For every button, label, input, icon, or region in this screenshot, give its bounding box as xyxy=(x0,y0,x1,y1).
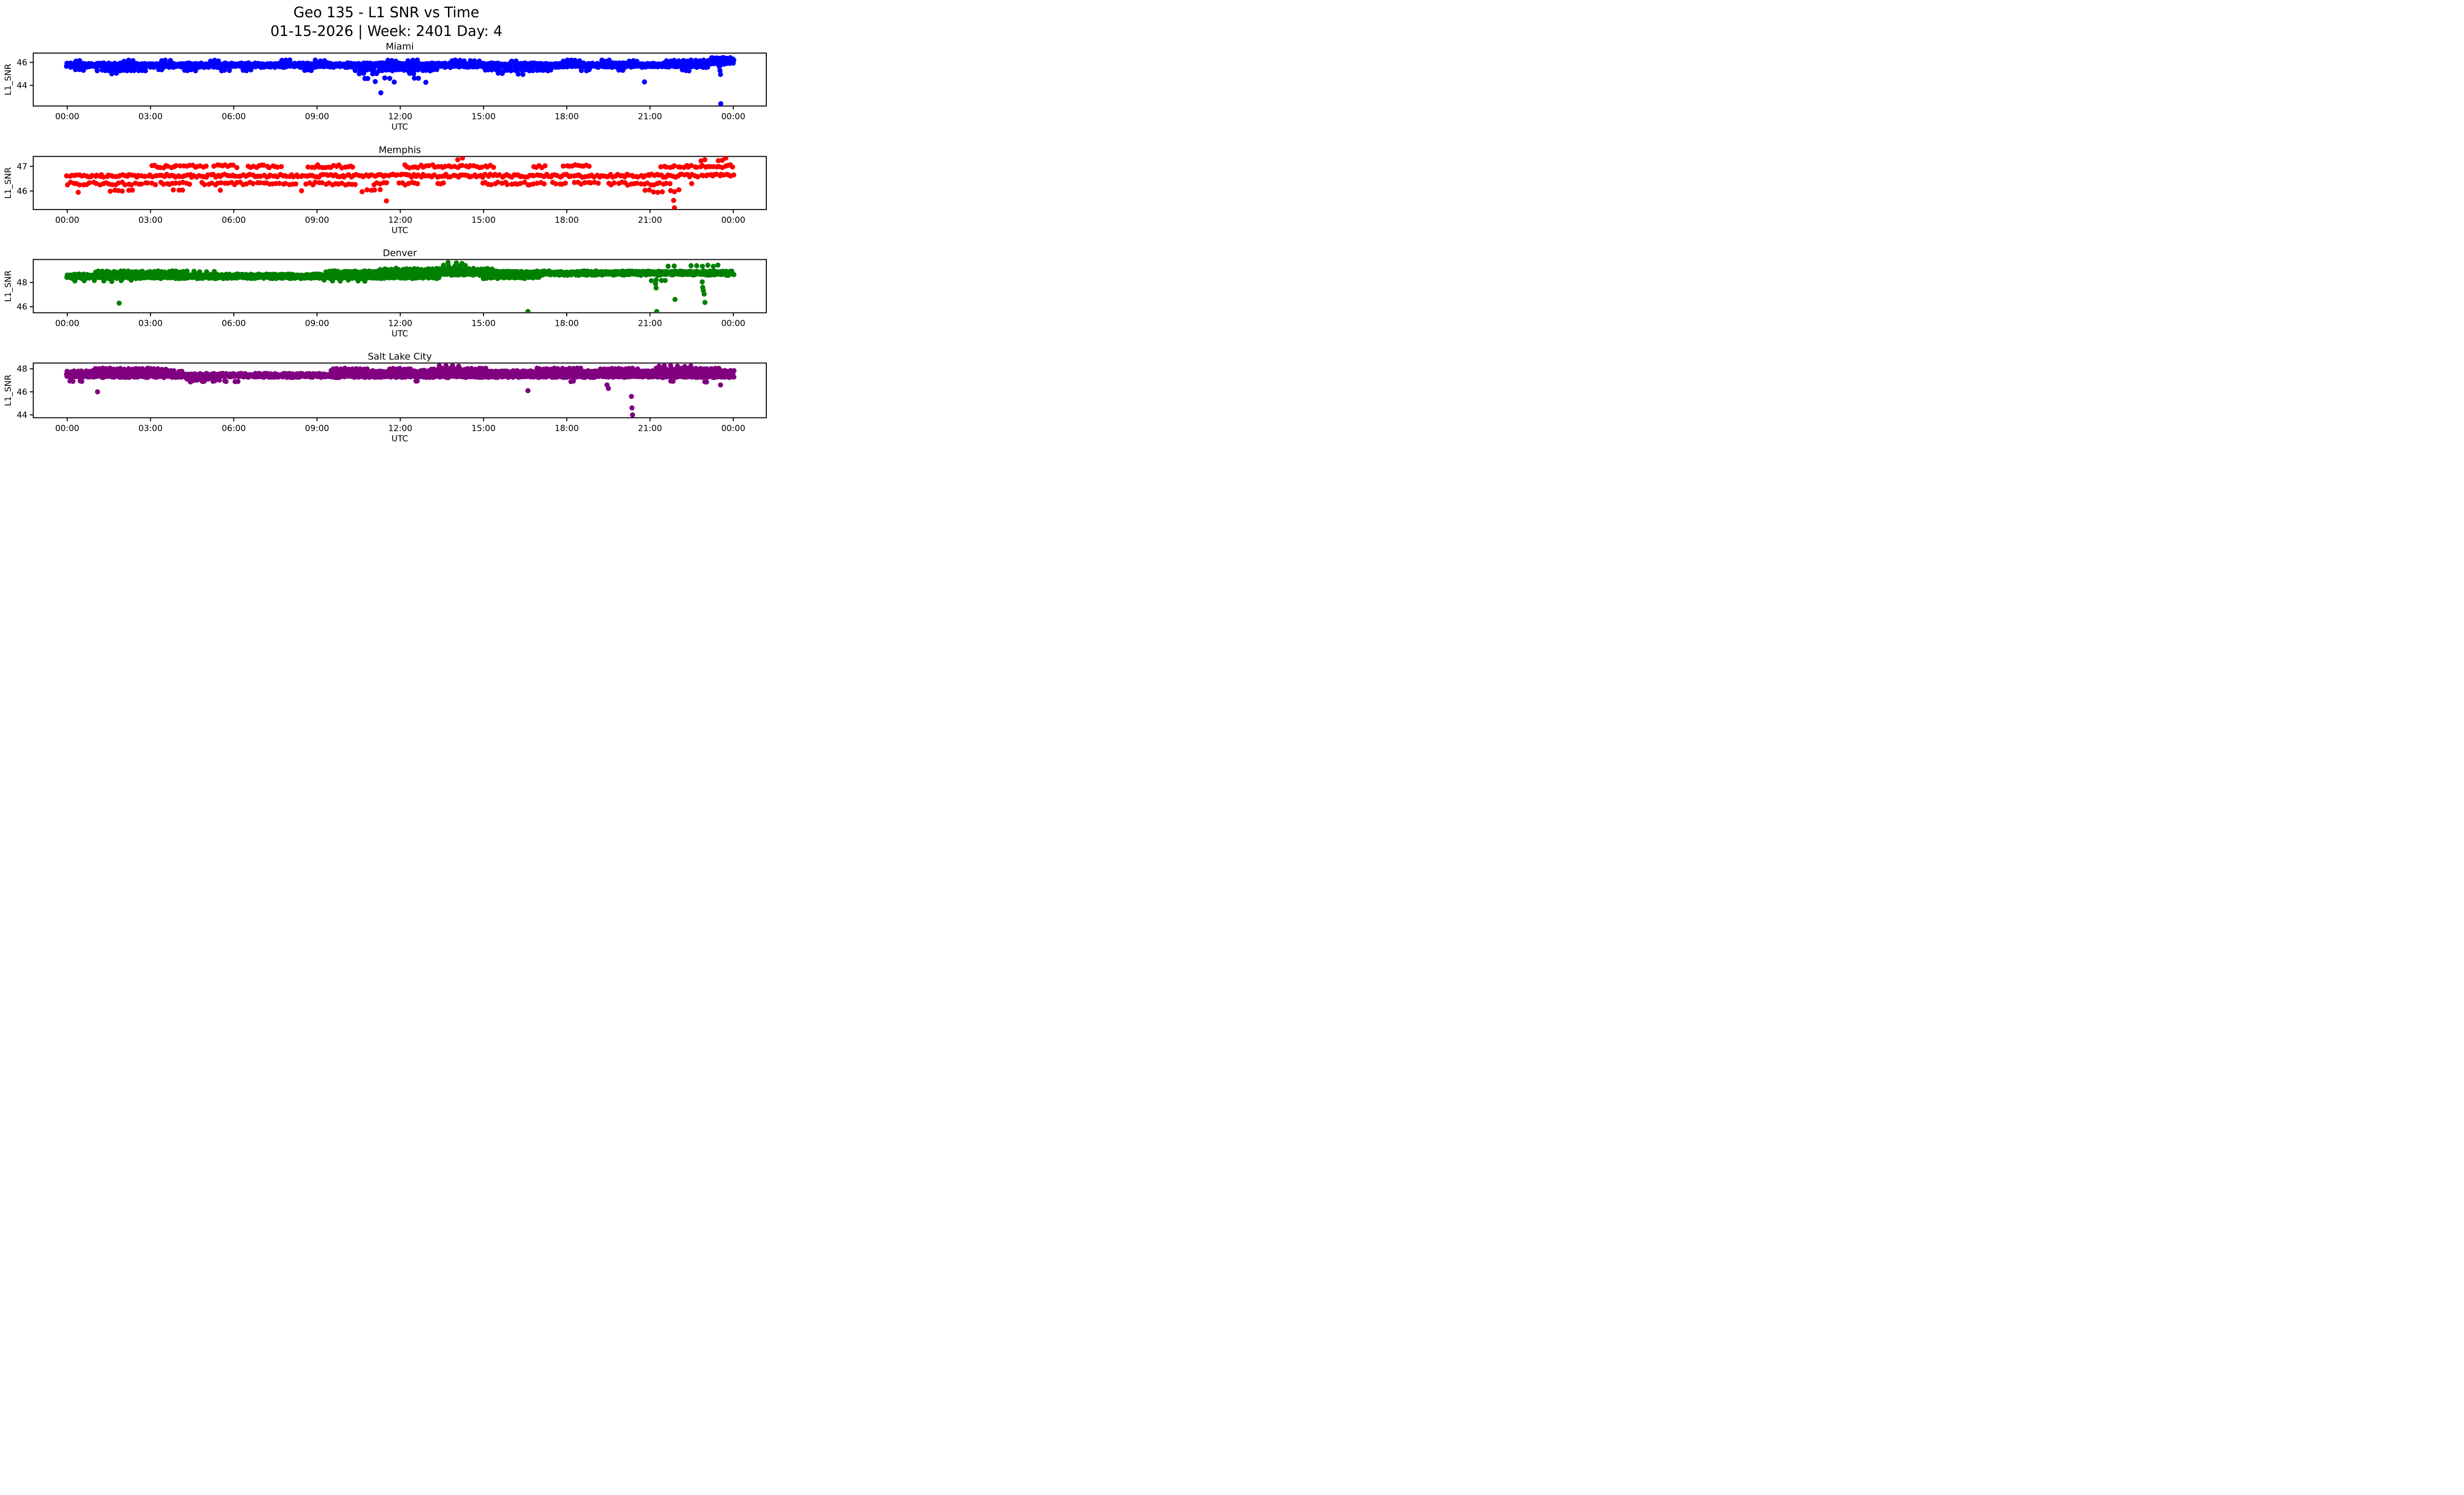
subplot-denver: Denver L1_SNR 46 48 00:00 03:00 06:00 09:00 12:0… xyxy=(3,248,767,339)
subplot-salt-lake-city: Salt Lake City L1_SNR 44 46 48 00:00 03:00 06:0… xyxy=(3,351,767,444)
x-tick-label: 06:00 xyxy=(222,319,246,329)
scatter-points-denver xyxy=(64,260,737,313)
x-tick-label: 18:00 xyxy=(555,215,579,225)
outlier-point-denver xyxy=(672,297,678,302)
x-tick-label: 03:00 xyxy=(138,319,163,329)
x-tick-label: 18:00 xyxy=(555,319,579,329)
x-tick-label: 12:00 xyxy=(388,215,412,225)
x-axis-label-salt-lake-city: UTC xyxy=(391,434,408,444)
x-tick-label: 18:00 xyxy=(555,112,579,122)
outlier-point-denver xyxy=(653,285,659,291)
outlier-point-miami xyxy=(642,79,648,85)
x-tick-label: 18:00 xyxy=(555,424,579,434)
y-tick-label: 46 xyxy=(17,58,28,68)
x-tick-label: 00:00 xyxy=(721,215,745,225)
outlier-point-denver xyxy=(699,279,705,285)
outlier-point-salt-lake-city xyxy=(606,385,611,391)
outlier-point-salt-lake-city xyxy=(630,412,635,417)
outlier-point-miami xyxy=(378,90,383,96)
x-tick-label: 03:00 xyxy=(138,112,163,122)
subplot-title-salt-lake-city: Salt Lake City xyxy=(368,351,432,362)
scatter-points-salt-lake-city xyxy=(64,363,737,417)
y-axis-label-memphis: L1_SNR xyxy=(3,167,13,199)
x-tick-label: 21:00 xyxy=(638,112,662,122)
x-tick-label: 15:00 xyxy=(472,319,496,329)
suptitle-line-2: 01-15-2026 | Week: 2401 Day: 4 xyxy=(270,23,503,40)
figure-suptitle: Geo 135 - L1 SNR vs Time 01-15-2026 | We… xyxy=(0,3,773,41)
subplot-title-memphis: Memphis xyxy=(378,144,421,155)
y-tick-label: 48 xyxy=(17,364,28,374)
x-tick-label: 21:00 xyxy=(638,319,662,329)
subplots-canvas: Miami L1_SNR 44 46 00:00 03:00 06:00 09:00 12:00… xyxy=(3,41,767,444)
outlier-point-salt-lake-city xyxy=(525,388,531,393)
outlier-point-memphis xyxy=(689,181,694,186)
y-tick-label: 46 xyxy=(17,302,28,312)
x-tick-label: 00:00 xyxy=(55,319,79,329)
outlier-point-salt-lake-city xyxy=(629,394,634,399)
y-tick-label: 44 xyxy=(17,411,28,420)
x-tick-label: 00:00 xyxy=(55,424,79,434)
x-tick-label: 00:00 xyxy=(721,424,745,434)
outlier-point-denver xyxy=(653,281,658,286)
outlier-point-memphis xyxy=(383,198,389,204)
x-tick-label: 06:00 xyxy=(222,112,246,122)
subplot-title-denver: Denver xyxy=(383,248,417,259)
outlier-point-salt-lake-city xyxy=(95,389,101,395)
subplot-title-miami: Miami xyxy=(386,41,414,52)
x-tick-label: 00:00 xyxy=(55,215,79,225)
x-tick-label: 09:00 xyxy=(305,215,329,225)
x-tick-label: 12:00 xyxy=(388,112,412,122)
outlier-point-miami xyxy=(718,101,723,106)
x-tick-label: 12:00 xyxy=(388,319,412,329)
x-axis-label-miami: UTC xyxy=(391,122,408,132)
x-tick-label: 00:00 xyxy=(721,319,745,329)
outlier-point-memphis xyxy=(672,205,677,210)
outlier-point-denver xyxy=(116,300,122,306)
outlier-point-denver xyxy=(654,309,659,313)
y-tick-label: 44 xyxy=(17,81,28,91)
y-axis-label-denver: L1_SNR xyxy=(3,270,13,302)
outlier-point-miami xyxy=(717,64,722,70)
x-tick-label: 21:00 xyxy=(638,424,662,434)
x-tick-label: 00:00 xyxy=(55,112,79,122)
scatter-points-memphis xyxy=(64,156,737,210)
x-tick-label: 15:00 xyxy=(472,215,496,225)
y-axis-label-salt-lake-city: L1_SNR xyxy=(3,375,13,406)
x-tick-label: 09:00 xyxy=(305,112,329,122)
x-tick-label: 21:00 xyxy=(638,215,662,225)
y-tick-label: 46 xyxy=(17,387,28,397)
outlier-point-salt-lake-city xyxy=(629,405,635,411)
subplot-memphis: Memphis L1_SNR 46 47 00:00 03:00 06:00 09:00 12:… xyxy=(3,144,767,236)
scatter-points-miami xyxy=(64,55,737,106)
outlier-point-memphis xyxy=(671,198,677,203)
x-tick-label: 06:00 xyxy=(222,215,246,225)
outlier-point-denver xyxy=(702,300,708,305)
outlier-point-denver xyxy=(525,309,531,313)
outlier-point-miami xyxy=(718,71,723,77)
y-tick-label: 48 xyxy=(17,278,28,288)
x-tick-label: 03:00 xyxy=(138,424,163,434)
x-axis-label-memphis: UTC xyxy=(391,226,408,236)
subplot-miami: Miami L1_SNR 44 46 00:00 03:00 06:00 09:00 12:00… xyxy=(3,41,767,132)
y-tick-label: 46 xyxy=(17,187,28,197)
outlier-point-miami xyxy=(717,68,723,73)
outlier-point-salt-lake-city xyxy=(718,382,723,388)
x-axis-label-denver: UTC xyxy=(391,329,408,339)
x-tick-label: 03:00 xyxy=(138,215,163,225)
snr-figure: Geo 135 - L1 SNR vs Time 01-15-2026 | We… xyxy=(0,0,773,449)
x-tick-label: 09:00 xyxy=(305,319,329,329)
x-tick-label: 06:00 xyxy=(222,424,246,434)
x-tick-label: 09:00 xyxy=(305,424,329,434)
outlier-point-denver xyxy=(701,291,707,297)
x-tick-label: 12:00 xyxy=(388,424,412,434)
x-tick-label: 15:00 xyxy=(472,112,496,122)
y-axis-label-miami: L1_SNR xyxy=(3,64,13,95)
x-tick-label: 15:00 xyxy=(472,424,496,434)
x-tick-label: 00:00 xyxy=(721,112,745,122)
suptitle-line-1: Geo 135 - L1 SNR vs Time xyxy=(293,4,479,21)
y-tick-label: 47 xyxy=(17,162,28,172)
